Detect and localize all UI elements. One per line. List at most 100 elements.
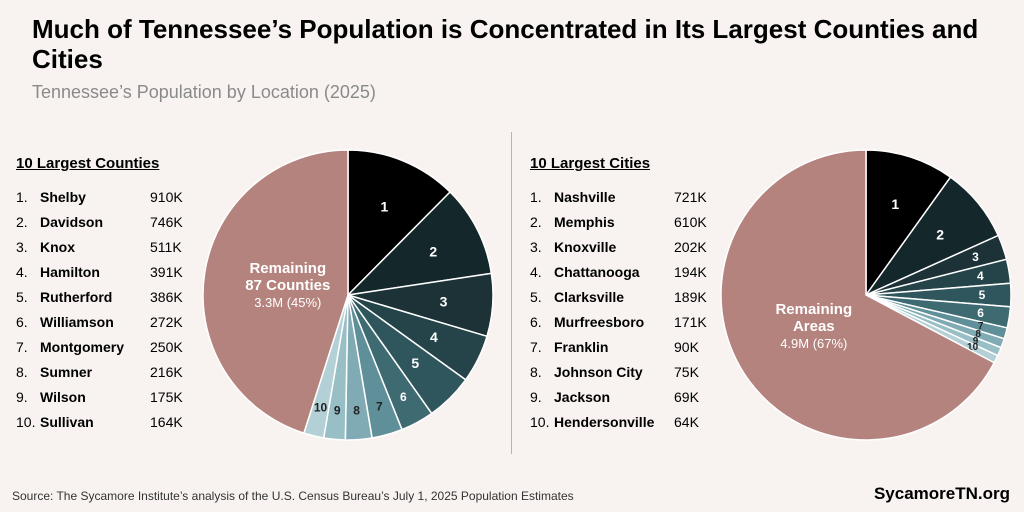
list-item-rank: 2. <box>530 214 542 230</box>
brand-logo-text[interactable]: SycamoreTN.org <box>873 484 1010 503</box>
list-item-name: Johnson City <box>554 364 643 380</box>
list-item: 4. Hamilton 391K <box>16 260 196 285</box>
cities-panel: 10 Largest Cities 1. Nashville 721K 2. Memp… <box>530 149 1020 455</box>
list-item-value: 69K <box>674 389 699 405</box>
list-item-name: Memphis <box>554 214 615 230</box>
list-item-value: 175K <box>150 389 183 405</box>
list-item-value: 171K <box>674 314 707 330</box>
pie-slice-label: 10 <box>967 342 979 353</box>
list-item: 7. Montgomery 250K <box>16 335 196 360</box>
list-item-name: Williamson <box>40 314 114 330</box>
list-item-value: 511K <box>150 239 182 255</box>
pie-slice-label: 6 <box>977 306 984 320</box>
list-item-name: Chattanooga <box>554 264 640 280</box>
list-item-value: 746K <box>150 214 183 230</box>
list-item-rank: 1. <box>530 189 542 205</box>
list-item-name: Knox <box>40 239 75 255</box>
pie-slice-label: 10 <box>314 401 328 415</box>
list-item: 4. Chattanooga 194K <box>530 260 720 285</box>
list-item-rank: 5. <box>16 289 28 305</box>
remaining-slice-label: Remaining <box>775 301 852 318</box>
list-item-value: 910K <box>150 189 183 205</box>
list-item: 6. Williamson 272K <box>16 310 196 335</box>
list-item: 7. Franklin 90K <box>530 335 720 360</box>
pie-slice-label: 9 <box>334 404 341 418</box>
panel-divider <box>511 132 512 454</box>
counties-list-heading: 10 Largest Counties <box>16 155 160 172</box>
list-item-rank: 8. <box>530 364 542 380</box>
list-item-value: 721K <box>674 189 707 205</box>
remaining-slice-label: 87 Counties <box>245 277 330 294</box>
list-item-name: Wilson <box>40 389 86 405</box>
list-item-value: 64K <box>674 414 699 430</box>
list-item-value: 391K <box>150 264 183 280</box>
list-item-value: 90K <box>674 339 699 355</box>
pie-slice-label: 1 <box>891 196 899 212</box>
list-item-name: Rutherford <box>40 289 113 305</box>
list-item: 9. Wilson 175K <box>16 385 196 410</box>
list-item: 6. Murfreesboro 171K <box>530 310 720 335</box>
list-item-name: Davidson <box>40 214 104 230</box>
remaining-slice-label: Remaining <box>249 260 326 277</box>
list-item-name: Jackson <box>554 389 611 405</box>
pie-slice-remaining <box>202 149 349 435</box>
remaining-slice-label: Areas <box>793 318 835 335</box>
list-item-name: Hamilton <box>40 264 100 280</box>
pie-slice-label: 7 <box>978 321 984 332</box>
list-item-rank: 9. <box>530 389 542 405</box>
list-item: 1. Shelby 910K <box>16 185 196 210</box>
list-item-rank: 2. <box>16 214 28 230</box>
list-item-rank: 1. <box>16 189 28 205</box>
list-item-value: 202K <box>674 239 707 255</box>
list-item-rank: 4. <box>16 264 28 280</box>
chart-subtitle: Tennessee’s Population by Location (2025… <box>32 82 376 102</box>
list-item-name: Shelby <box>40 189 86 205</box>
list-item-name: Murfreesboro <box>554 314 645 330</box>
chart-title: Much of Tennessee’s Population is Concen… <box>32 14 979 74</box>
list-item-value: 194K <box>674 264 707 280</box>
list-item-value: 216K <box>150 364 183 380</box>
list-item-rank: 9. <box>16 389 28 405</box>
pie-slice-label: 1 <box>381 199 389 215</box>
pie-slice-label: 4 <box>977 269 984 283</box>
list-item-rank: 7. <box>16 339 28 355</box>
list-item-name: Hendersonville <box>554 414 655 430</box>
pie-slice-label: 2 <box>429 244 437 260</box>
pie-slice-label: 3 <box>972 250 979 264</box>
list-item: 9. Jackson 69K <box>530 385 720 410</box>
pie-slice-label: 8 <box>975 329 981 340</box>
list-item-value: 610K <box>674 214 707 230</box>
list-item-value: 164K <box>150 414 183 430</box>
list-item-value: 250K <box>150 339 183 355</box>
list-item: 3. Knoxville 202K <box>530 235 720 260</box>
list-item: 1. Nashville 721K <box>530 185 720 210</box>
pie-slice-label: 8 <box>353 404 360 418</box>
list-item-name: Nashville <box>554 189 616 205</box>
list-item-value: 386K <box>150 289 183 305</box>
list-item-rank: 8. <box>16 364 28 380</box>
list-item-rank: 3. <box>16 239 28 255</box>
pie-slice-1 <box>865 149 952 298</box>
list-item-rank: 5. <box>530 289 542 305</box>
pie-slice-remaining <box>720 149 996 441</box>
list-item-name: Sullivan <box>40 414 94 430</box>
pie-slice-label: 9 <box>973 336 979 347</box>
list-item-name: Sumner <box>40 364 93 380</box>
pie-slice-label: 4 <box>430 329 438 345</box>
list-item-name: Knoxville <box>554 239 617 255</box>
list-item-name: Montgomery <box>40 339 124 355</box>
list-item: 10. Hendersonville 64K <box>530 410 720 435</box>
list-item: 2. Davidson 746K <box>16 210 196 235</box>
list-item-rank: 4. <box>530 264 542 280</box>
source-note: Source: The Sycamore Institute’s analysi… <box>12 489 574 503</box>
counties-panel: 10 Largest Counties 1. Shelby 910K 2. David… <box>16 149 496 455</box>
pie-slice-1 <box>347 149 452 297</box>
list-item: 5. Clarksville 189K <box>530 285 720 310</box>
list-item-rank: 7. <box>530 339 542 355</box>
pie-slice-label: 2 <box>936 226 944 242</box>
list-item-name: Clarksville <box>554 289 625 305</box>
list-item: 10. Sullivan 164K <box>16 410 196 435</box>
list-item-rank: 3. <box>530 239 542 255</box>
list-item-value: 189K <box>674 289 707 305</box>
